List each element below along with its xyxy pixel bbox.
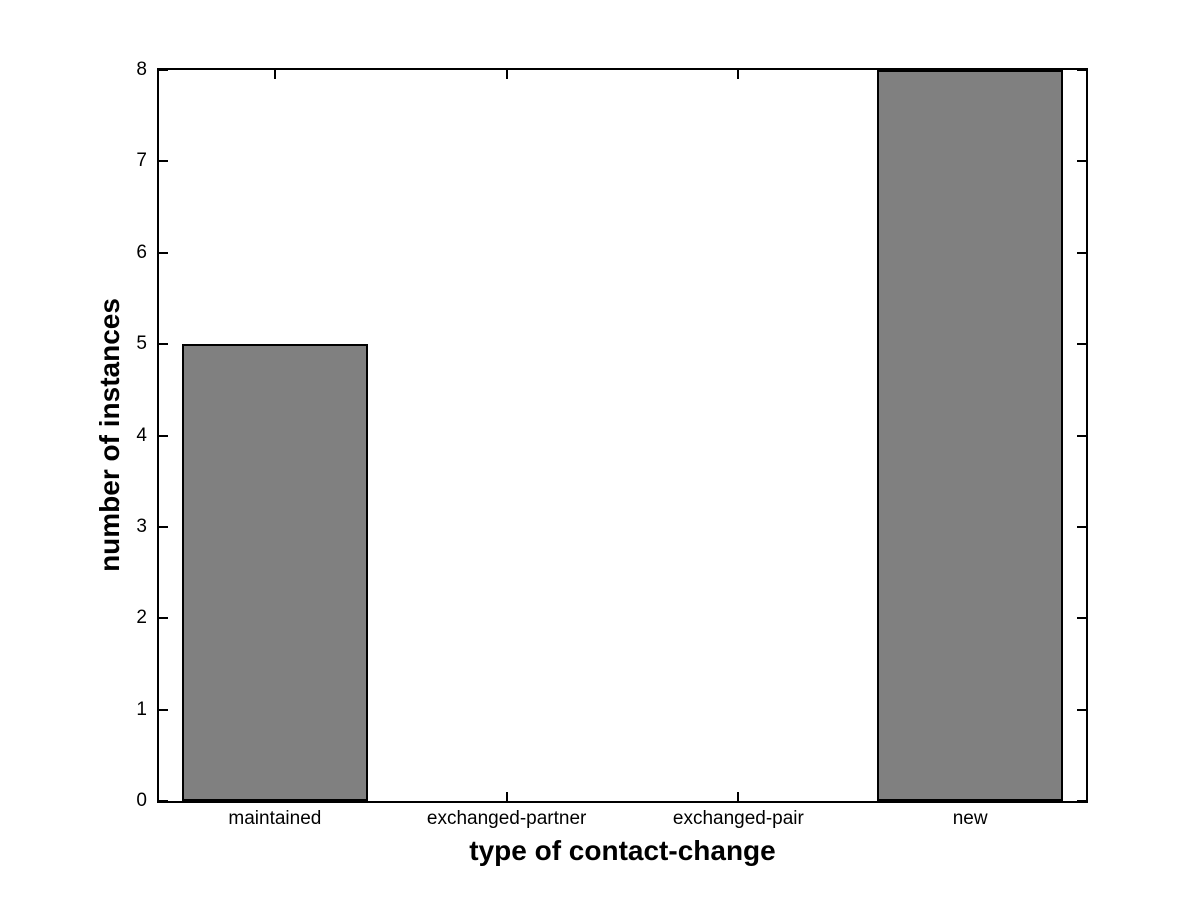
y-tick-label: 0 xyxy=(136,790,147,811)
y-tick-mark xyxy=(159,708,168,711)
y-tick-mark xyxy=(1077,251,1086,254)
y-tick-label: 7 xyxy=(136,150,147,172)
y-tick-label: 4 xyxy=(136,424,147,446)
x-tick-mark xyxy=(505,792,508,801)
y-tick-label: 6 xyxy=(136,241,147,263)
plot-area xyxy=(157,68,1088,803)
y-tick-mark xyxy=(1077,343,1086,346)
x-tick-mark xyxy=(737,792,740,801)
y-tick-mark xyxy=(159,160,168,163)
y-tick-mark xyxy=(1077,160,1086,163)
y-tick-mark xyxy=(159,69,168,71)
bar-maintained xyxy=(182,344,368,801)
y-tick-label: 5 xyxy=(136,333,147,355)
x-tick-label: maintained xyxy=(228,808,322,829)
y-tick-mark xyxy=(1077,525,1086,528)
x-tick-mark xyxy=(505,70,508,79)
x-axis-label: type of contact-change xyxy=(469,835,776,866)
x-tick-label: new xyxy=(952,808,988,829)
x-tick-label: exchanged-pair xyxy=(672,808,804,829)
bar-new xyxy=(877,70,1063,801)
y-tick-label: 8 xyxy=(136,59,147,80)
y-tick-mark xyxy=(159,617,168,620)
y-tick-mark xyxy=(1077,69,1086,71)
y-tick-label: 3 xyxy=(136,515,147,537)
y-tick-mark xyxy=(159,251,168,254)
y-tick-mark xyxy=(1077,434,1086,437)
y-tick-mark xyxy=(1077,617,1086,620)
y-tick-label: 1 xyxy=(136,698,147,720)
y-tick-mark xyxy=(159,434,168,437)
y-tick-mark xyxy=(1077,708,1086,711)
y-tick-mark xyxy=(1077,800,1086,802)
x-tick-label: exchanged-partner xyxy=(426,808,587,829)
y-tick-mark xyxy=(159,343,168,346)
y-tick-mark xyxy=(159,525,168,528)
x-tick-mark xyxy=(737,70,740,79)
y-tick-label: 2 xyxy=(136,607,147,629)
x-tick-mark xyxy=(273,70,276,79)
y-tick-mark xyxy=(159,800,168,802)
